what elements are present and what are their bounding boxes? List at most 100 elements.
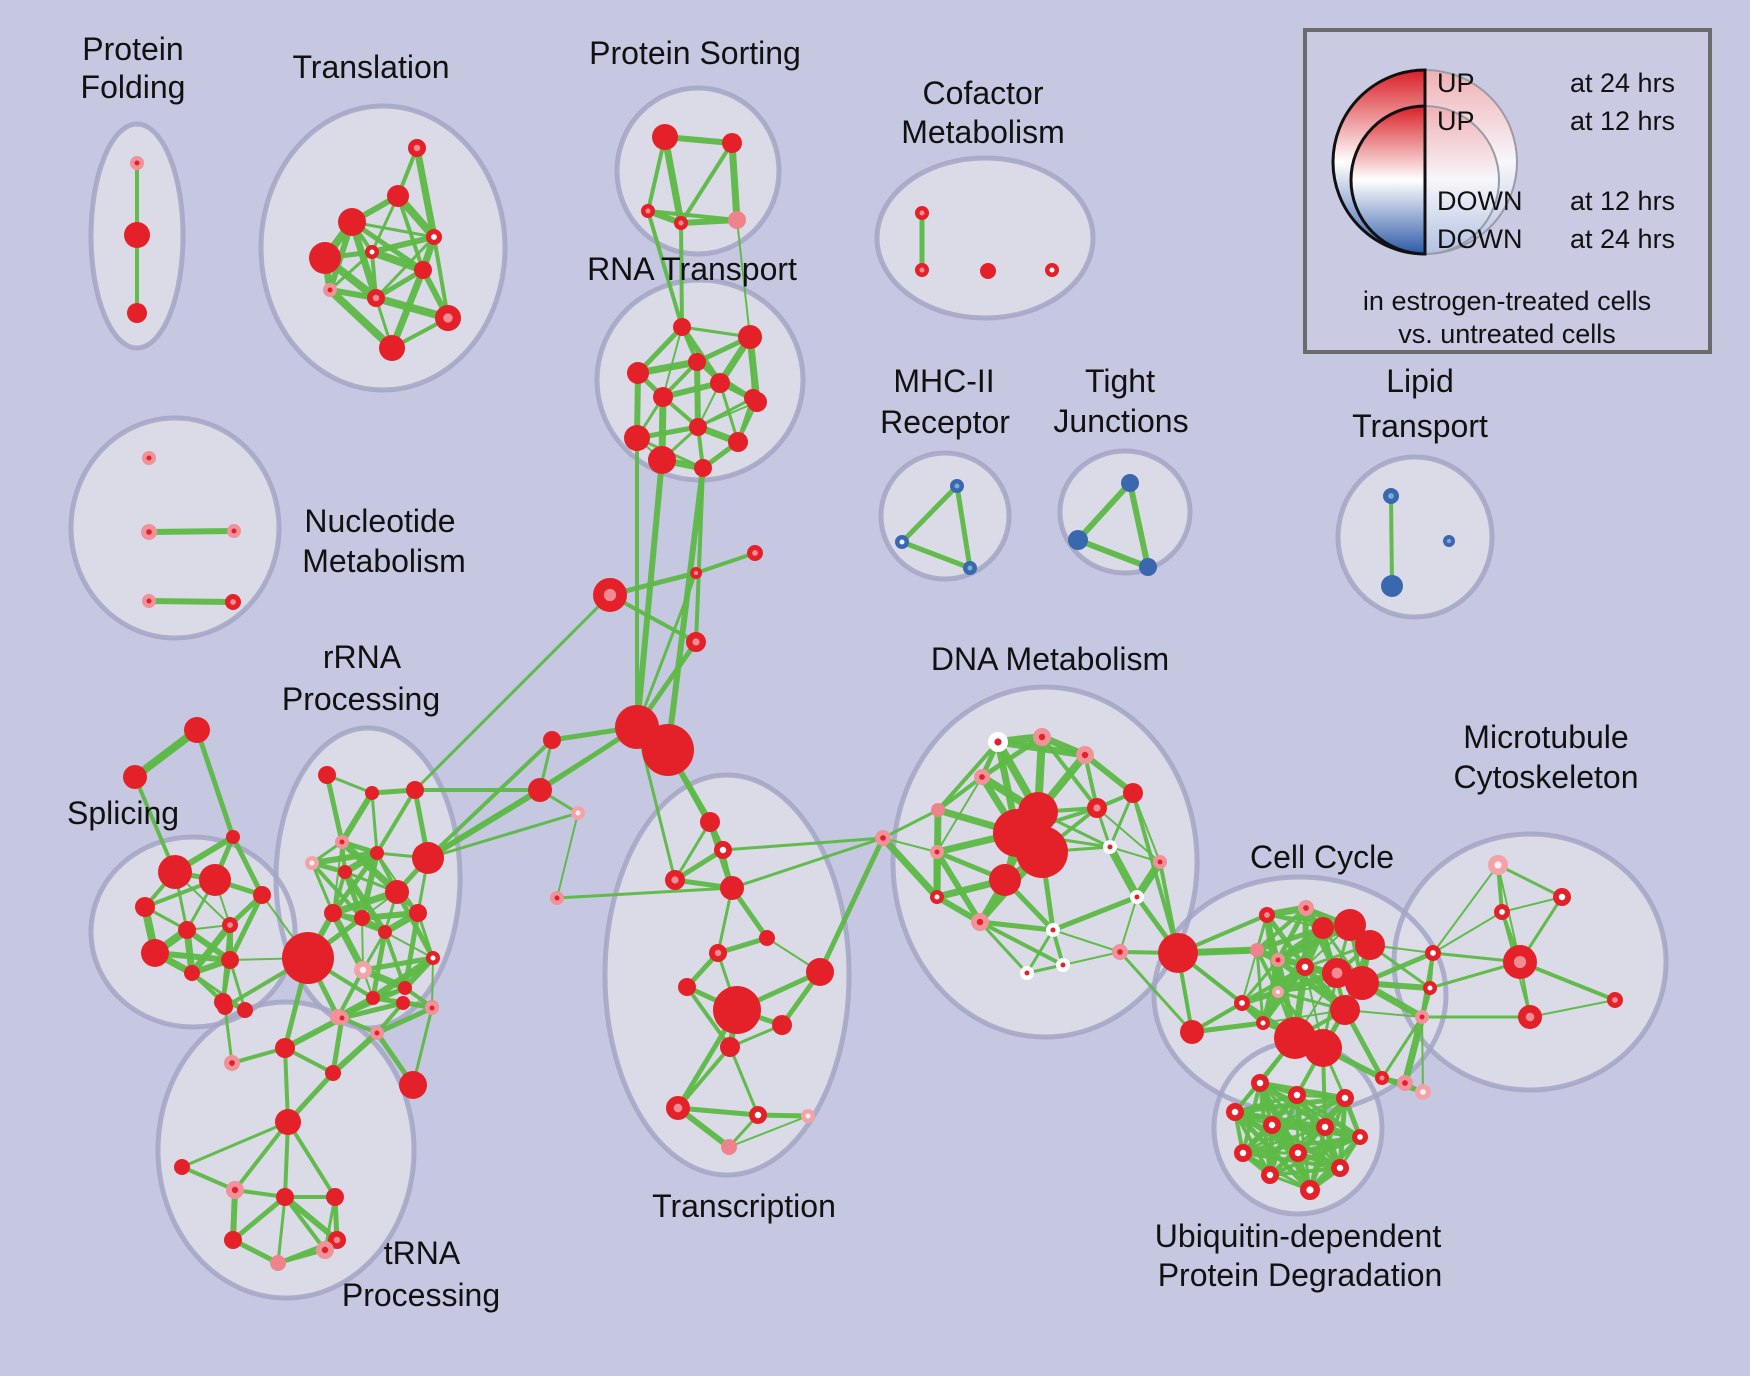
gene-node-dna-11[interactable] (989, 864, 1021, 896)
gene-node-rrna-10[interactable] (354, 910, 370, 926)
gene-node-dna-13[interactable] (1102, 839, 1117, 854)
gene-node-rna-2[interactable] (688, 353, 706, 371)
gene-node-ub-8[interactable] (1289, 1144, 1308, 1163)
gene-node-tj-1[interactable] (1068, 530, 1088, 550)
gene-node-hub-1[interactable] (642, 724, 694, 776)
gene-node-tj-2[interactable] (1139, 558, 1157, 576)
gene-node-rrna-4[interactable] (304, 855, 319, 870)
gene-node-trna-2[interactable] (325, 1065, 341, 1081)
gene-node-rrna-6[interactable] (370, 846, 384, 860)
gene-node-cc-22[interactable] (1415, 1084, 1432, 1101)
gene-node-tr-2[interactable] (338, 208, 366, 236)
gene-node-mhc-2[interactable] (962, 560, 977, 575)
gene-node-spl-13[interactable] (237, 1002, 253, 1018)
gene-node-tx-6[interactable] (678, 978, 696, 996)
gene-node-cc-21[interactable] (1397, 1075, 1414, 1092)
gene-node-hub-6[interactable] (543, 731, 561, 749)
gene-node-trna-10[interactable] (226, 1181, 245, 1200)
gene-node-tx-7[interactable] (713, 986, 761, 1034)
gene-node-cc-3[interactable] (1298, 899, 1315, 916)
gene-node-cc-5[interactable] (1334, 909, 1366, 941)
gene-node-ub-9[interactable] (1331, 1159, 1350, 1178)
gene-node-mt-4[interactable] (1517, 1005, 1542, 1030)
gene-node-tx-9[interactable] (806, 958, 834, 986)
gene-node-cc-1[interactable] (1180, 1020, 1204, 1044)
gene-node-dna-20[interactable] (1019, 965, 1034, 980)
gene-node-dna-17[interactable] (971, 913, 990, 932)
gene-node-spl-9[interactable] (184, 965, 200, 981)
gene-node-cc-13[interactable] (1234, 994, 1251, 1011)
gene-node-rna-9[interactable] (728, 432, 748, 452)
gene-node-trna-13[interactable] (224, 1231, 242, 1249)
gene-node-nuc-2[interactable] (227, 523, 242, 538)
gene-node-cc-0[interactable] (1158, 933, 1198, 973)
gene-node-cc-23[interactable] (1374, 1070, 1389, 1085)
gene-node-lip-0[interactable] (1383, 487, 1400, 504)
gene-node-spl-4[interactable] (199, 864, 231, 896)
gene-node-ub-11[interactable] (1299, 1179, 1320, 1200)
gene-node-spl-14[interactable] (282, 932, 334, 984)
gene-node-dna-2[interactable] (1076, 746, 1095, 765)
gene-node-cc-12[interactable] (1270, 952, 1285, 967)
gene-node-rrna-2[interactable] (406, 781, 424, 799)
gene-node-nuc-4[interactable] (224, 593, 241, 610)
gene-node-tx-1[interactable] (714, 841, 733, 860)
gene-node-ps-1[interactable] (722, 133, 742, 153)
gene-node-rna-8[interactable] (689, 418, 707, 436)
gene-node-cc-19[interactable] (1422, 980, 1437, 995)
gene-node-dna-5[interactable] (931, 803, 945, 817)
gene-node-cc-2[interactable] (1259, 906, 1276, 923)
gene-node-spl-0[interactable] (184, 717, 210, 743)
gene-node-tr-0[interactable] (408, 139, 427, 158)
gene-node-tx-8[interactable] (772, 1015, 792, 1035)
gene-node-spl-5[interactable] (135, 897, 155, 917)
gene-node-rrna-0[interactable] (318, 766, 336, 784)
gene-node-ps-2[interactable] (640, 204, 655, 219)
gene-node-rna-12[interactable] (694, 459, 712, 477)
gene-node-mt-1[interactable] (1553, 888, 1572, 907)
gene-node-trna-7[interactable] (424, 1000, 439, 1015)
gene-node-spl-11[interactable] (253, 886, 271, 904)
gene-node-pf-2[interactable] (127, 303, 147, 323)
gene-node-cc-14[interactable] (1255, 1015, 1270, 1030)
gene-node-ps-4[interactable] (728, 211, 746, 229)
gene-node-tx-14[interactable] (721, 1139, 737, 1155)
gene-node-trna-1[interactable] (275, 1038, 295, 1058)
gene-node-dna-6[interactable] (874, 829, 891, 846)
gene-node-spl-1[interactable] (123, 765, 147, 789)
gene-node-tr-10[interactable] (379, 335, 405, 361)
gene-node-hub-7[interactable] (528, 778, 552, 802)
gene-node-trna-6[interactable] (396, 996, 410, 1010)
gene-node-mt-5[interactable] (1607, 991, 1624, 1008)
gene-node-trna-0[interactable] (223, 1055, 240, 1072)
gene-node-rna-6[interactable] (653, 387, 673, 407)
gene-node-rrna-5[interactable] (338, 865, 352, 879)
gene-node-cc-11[interactable] (1250, 943, 1264, 957)
gene-node-rrna-1[interactable] (365, 786, 379, 800)
gene-node-cc-7[interactable] (1296, 958, 1315, 977)
gene-node-spl-2[interactable] (226, 830, 240, 844)
gene-node-cc-17[interactable] (1304, 1029, 1342, 1067)
gene-node-tr-9[interactable] (435, 305, 462, 332)
gene-node-cc-4[interactable] (1312, 917, 1334, 939)
gene-node-cc-15[interactable] (1272, 985, 1285, 998)
gene-node-cc-6[interactable] (1355, 930, 1385, 960)
gene-node-ub-2[interactable] (1336, 1089, 1355, 1108)
gene-node-ub-0[interactable] (1251, 1074, 1270, 1093)
gene-node-ub-1[interactable] (1288, 1086, 1307, 1105)
gene-node-trna-16[interactable] (316, 1241, 335, 1260)
gene-node-rrna-15[interactable] (398, 981, 412, 995)
gene-node-tr-5[interactable] (364, 245, 379, 260)
gene-node-dna-21[interactable] (1112, 943, 1129, 960)
gene-node-cof-2[interactable] (980, 263, 996, 279)
gene-node-spl-8[interactable] (141, 939, 169, 967)
gene-node-dna-3[interactable] (1123, 783, 1143, 803)
gene-node-rrna-16[interactable] (366, 991, 380, 1005)
gene-node-spl-7[interactable] (221, 916, 238, 933)
gene-node-pf-1[interactable] (124, 222, 150, 248)
gene-node-tx-0[interactable] (700, 812, 720, 832)
gene-node-rna-10[interactable] (747, 392, 767, 412)
gene-node-tr-1[interactable] (387, 185, 409, 207)
gene-node-cof-0[interactable] (914, 206, 929, 221)
gene-node-tr-4[interactable] (425, 228, 442, 245)
